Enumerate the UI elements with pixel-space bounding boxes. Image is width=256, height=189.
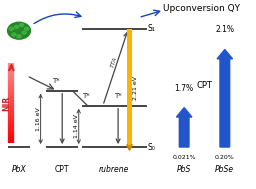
Text: S₁: S₁ [147,24,155,33]
Text: NIR: NIR [2,95,11,111]
Text: CPT: CPT [197,81,212,90]
Circle shape [17,35,21,38]
Text: 2.21 eV: 2.21 eV [133,76,138,100]
Circle shape [22,31,26,34]
Text: T*: T* [52,78,60,84]
Text: PbX: PbX [12,165,26,174]
Text: S₀: S₀ [147,143,155,152]
Text: 1.7%: 1.7% [175,84,194,93]
Circle shape [19,24,24,27]
Text: T*: T* [114,93,122,99]
Text: 0.021%: 0.021% [172,155,196,160]
Circle shape [12,33,16,36]
Text: T*: T* [82,93,90,99]
Text: TTA: TTA [110,57,119,69]
Text: Upconversion QY: Upconversion QY [163,5,240,13]
FancyArrow shape [176,108,192,147]
Circle shape [9,27,13,30]
Text: PbS: PbS [177,165,191,174]
Bar [127,29,132,147]
Circle shape [14,26,18,29]
Circle shape [25,27,29,30]
Text: 1.14 eV: 1.14 eV [74,115,79,138]
Text: CPT: CPT [55,165,69,174]
Text: PbSe: PbSe [215,165,234,174]
Text: 2.1%: 2.1% [215,26,234,34]
Text: 1.16 eV: 1.16 eV [36,107,40,131]
Text: 0.20%: 0.20% [215,155,235,160]
Text: rubrene: rubrene [99,165,130,174]
Circle shape [8,22,30,39]
FancyArrow shape [217,50,232,147]
